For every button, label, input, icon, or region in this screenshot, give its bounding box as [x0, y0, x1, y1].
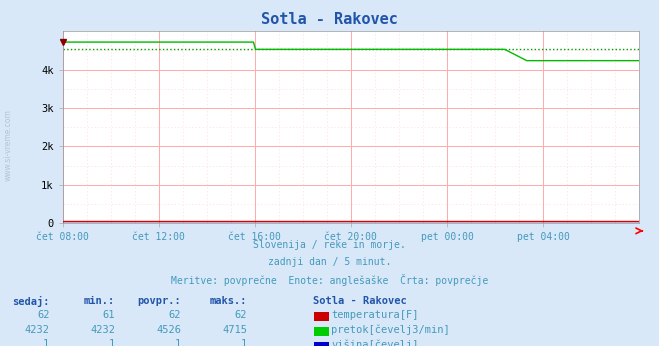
Text: povpr.:: povpr.: [138, 296, 181, 306]
Text: 4232: 4232 [90, 325, 115, 335]
Text: 61: 61 [103, 310, 115, 320]
Text: Slovenija / reke in morje.: Slovenija / reke in morje. [253, 240, 406, 251]
Text: 4715: 4715 [222, 325, 247, 335]
Text: temperatura[F]: temperatura[F] [331, 310, 419, 320]
Text: pretok[čevelj3/min]: pretok[čevelj3/min] [331, 325, 450, 335]
Text: 62: 62 [235, 310, 247, 320]
Text: Sotla - Rakovec: Sotla - Rakovec [261, 12, 398, 27]
Text: višina[čevelj]: višina[čevelj] [331, 339, 419, 346]
Text: maks.:: maks.: [210, 296, 247, 306]
Text: 1: 1 [109, 339, 115, 346]
Text: zadnji dan / 5 minut.: zadnji dan / 5 minut. [268, 257, 391, 267]
Text: 62: 62 [169, 310, 181, 320]
Text: 1: 1 [241, 339, 247, 346]
Text: 1: 1 [175, 339, 181, 346]
Text: 62: 62 [37, 310, 49, 320]
Text: 4526: 4526 [156, 325, 181, 335]
Text: www.si-vreme.com: www.si-vreme.com [3, 109, 13, 181]
Text: min.:: min.: [84, 296, 115, 306]
Text: Sotla - Rakovec: Sotla - Rakovec [313, 296, 407, 306]
Text: 1: 1 [43, 339, 49, 346]
Text: 4232: 4232 [24, 325, 49, 335]
Text: sedaj:: sedaj: [12, 296, 49, 307]
Text: Meritve: povprečne  Enote: anglešaške  Črta: povprečje: Meritve: povprečne Enote: anglešaške Črt… [171, 274, 488, 286]
